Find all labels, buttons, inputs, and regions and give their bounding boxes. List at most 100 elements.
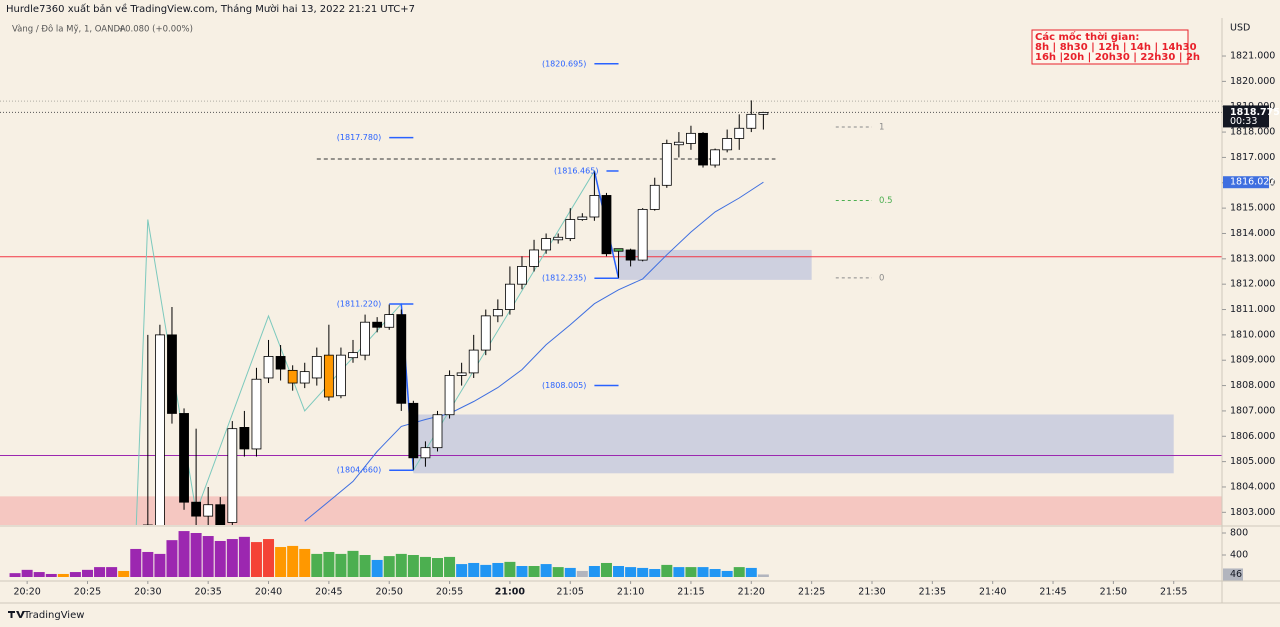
candle-body [360, 321, 370, 356]
volume-bar [600, 562, 612, 577]
y-tick-label: 1813.000 [1230, 253, 1275, 264]
volume-bar [673, 567, 685, 577]
candle-body [251, 378, 262, 450]
candle-body [673, 141, 684, 146]
note-frame [1031, 29, 1189, 65]
note-line: 16h |20h | 20h30 | 22h30 | 2h [1035, 52, 1200, 63]
x-tick-label: 20:35 [194, 587, 221, 598]
x-tick-label: 21:55 [1160, 587, 1187, 598]
volume-bar [118, 570, 130, 577]
volume-bar [733, 567, 745, 577]
candle-body [734, 127, 745, 139]
candle-body [456, 372, 467, 376]
candle-body [492, 309, 503, 317]
y-tick-label: 1803.000 [1230, 507, 1275, 518]
y-tick-label: 1820.000 [1230, 76, 1275, 87]
candle-body [372, 321, 383, 328]
volume-bar [383, 556, 395, 577]
price-label: (1804.660) [337, 466, 381, 475]
volume-bar [721, 570, 733, 577]
y-tick-label: 1807.000 [1230, 405, 1275, 416]
candle-body [722, 138, 733, 151]
volume-bar [564, 567, 576, 577]
candle-body [565, 219, 576, 239]
unit: USD [1230, 23, 1250, 34]
candle-body [746, 113, 757, 129]
volume-bar [347, 550, 359, 577]
last-price-tag [1223, 105, 1269, 128]
volume-bar [431, 558, 443, 577]
price-label: (1808.005) [542, 381, 586, 390]
y-tick-label: 1806.000 [1230, 431, 1275, 442]
fib-label: 0.5 [879, 196, 893, 206]
candle-body [191, 501, 202, 517]
volume-tag [1223, 568, 1243, 581]
volume-bar [419, 556, 431, 577]
volume-bar [480, 564, 492, 577]
volume-bar [178, 531, 190, 577]
volume-last: 46 [1230, 569, 1242, 580]
last-price: 1818.775 [1230, 107, 1280, 118]
candle-body [553, 236, 564, 241]
volume-bar [444, 556, 456, 577]
candle-body [444, 375, 455, 416]
candle-body [758, 112, 769, 115]
volume-bar [287, 545, 299, 577]
x-tick-label: 20:45 [315, 587, 342, 598]
x-tick-label: 21:00 [495, 587, 526, 598]
volume-bar [637, 567, 649, 577]
candle-body [661, 143, 672, 186]
candle-body [311, 356, 322, 379]
candle-body [420, 447, 431, 459]
volume-bar [81, 569, 93, 577]
volume-bar [395, 553, 407, 577]
volume-bar [649, 569, 661, 577]
axes: USD 1803.000 1804.000 1805.000 1806.000 1807… [0, 18, 1280, 604]
x-tick-label: 21:20 [738, 587, 765, 598]
volume-bar [407, 555, 419, 577]
volume-bar [94, 567, 106, 577]
volume-bar [516, 566, 528, 577]
volume-bar [504, 561, 516, 577]
candle-body [601, 195, 612, 255]
price-label: (1820.695) [542, 59, 586, 68]
candle-body [541, 238, 552, 251]
volume-bar [299, 548, 311, 577]
y-tick-label: 1810.000 [1230, 329, 1275, 340]
volume-bar [540, 564, 552, 577]
price-label: (1817.780) [337, 133, 381, 142]
candle-body [323, 354, 334, 398]
candle-body [215, 504, 226, 525]
volume-bar [552, 567, 564, 577]
candle-body [299, 371, 310, 384]
logo [8, 611, 25, 618]
fib-label: 1 [879, 123, 884, 133]
volume-bar [697, 567, 709, 577]
x-tick-label: 20:40 [255, 587, 282, 598]
volume-bar [685, 567, 697, 577]
candle-body [698, 132, 708, 166]
candle-body [637, 208, 648, 261]
y-tick-label: 1804.000 [1230, 481, 1275, 492]
volume-bar [226, 539, 238, 577]
volume-bar [57, 573, 69, 577]
candle-body [408, 402, 419, 459]
candle-body [577, 216, 588, 220]
volume-bar [130, 548, 142, 577]
x-tick-label: 21:50 [1100, 587, 1127, 598]
volume-bar [263, 539, 275, 577]
volume-bar [745, 567, 757, 577]
volume-bar [250, 542, 262, 577]
footer: TradingView [8, 610, 84, 621]
candle-body [613, 248, 624, 252]
x-tick-label: 21:30 [858, 587, 885, 598]
x-tick-label: 21:15 [677, 587, 704, 598]
volume-bar [166, 540, 178, 577]
volume-bar [625, 567, 637, 577]
volume-bar [576, 570, 588, 577]
zone [618, 249, 812, 280]
volume-bar [588, 566, 600, 577]
fib-label: 0 [879, 273, 884, 283]
